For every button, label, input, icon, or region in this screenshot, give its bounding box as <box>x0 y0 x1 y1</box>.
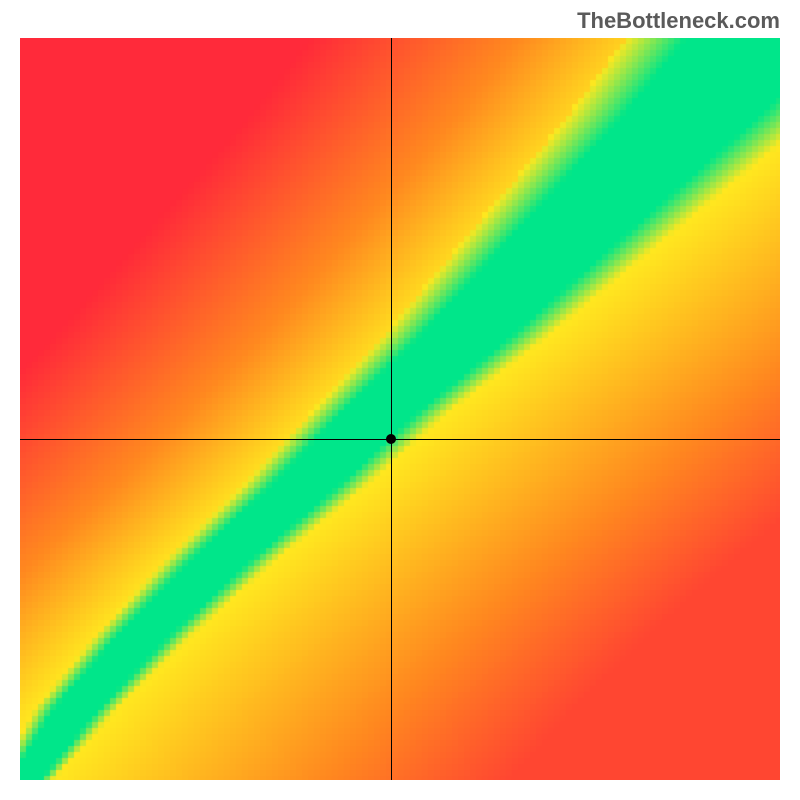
heatmap-canvas <box>20 38 780 780</box>
heatmap-plot <box>20 38 780 780</box>
watermark-text: TheBottleneck.com <box>577 8 780 34</box>
crosshair-horizontal <box>20 439 780 440</box>
crosshair-vertical <box>391 38 392 780</box>
crosshair-point <box>386 434 396 444</box>
